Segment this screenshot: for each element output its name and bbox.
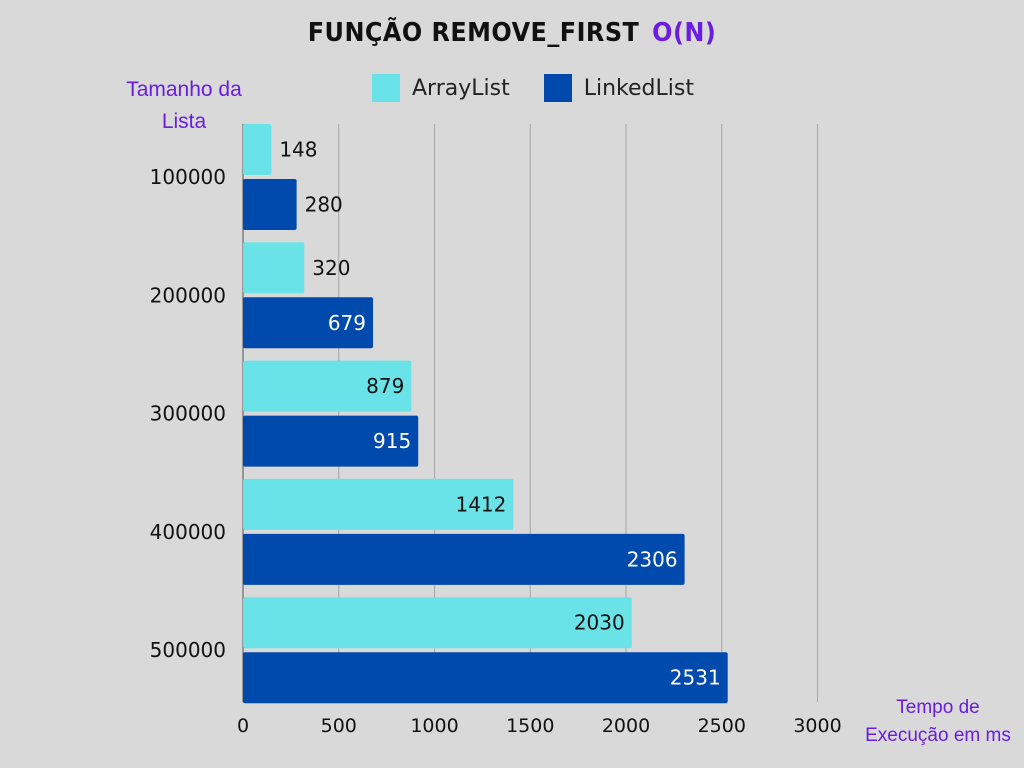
x-axis-title: Tempo de Execução em ms — [865, 697, 1011, 746]
x-tick-label: 2000 — [602, 715, 650, 737]
legend-label-arraylist: ArrayList — [412, 75, 510, 101]
legend-item-arraylist: ArrayList — [372, 74, 510, 102]
chart-title-complexity: O(N) — [652, 18, 717, 48]
bar-value-label: 679 — [328, 311, 366, 335]
bar-value-label: 2306 — [627, 547, 678, 571]
y-tick-label: 200000 — [150, 283, 226, 307]
x-tick-label: 0 — [237, 715, 249, 737]
legend-swatch-arraylist — [372, 74, 400, 102]
bar-arraylist — [243, 124, 272, 175]
chart-title: FUNÇÃO REMOVE_FIRST O(N) — [41, 18, 983, 48]
bar-value-label: 1412 — [455, 492, 506, 516]
x-tick-label: 2500 — [698, 715, 746, 737]
y-tick-label: 300000 — [150, 402, 226, 426]
y-tick-label: 500000 — [150, 638, 226, 662]
bar-arraylist — [243, 478, 514, 530]
legend-label-linkedlist: LinkedList — [583, 75, 694, 101]
x-tick-label: 1000 — [410, 715, 458, 737]
legend-item-linkedlist: LinkedList — [543, 74, 694, 102]
y-tick-label: 400000 — [150, 520, 226, 544]
bar-arraylist — [243, 360, 412, 412]
bar-value-label: 148 — [279, 138, 317, 162]
legend: ArrayList LinkedList — [372, 74, 728, 102]
chart-title-main: FUNÇÃO REMOVE_FIRST — [307, 18, 640, 48]
bar-value-label: 879 — [366, 374, 404, 398]
legend-swatch-linkedlist — [543, 74, 572, 102]
bar-linkedlist — [243, 533, 685, 585]
bar-value-label: 2531 — [670, 666, 721, 690]
x-tick-label: 1500 — [506, 715, 554, 737]
bar-linkedlist — [243, 652, 728, 704]
bar-value-label: 2030 — [574, 611, 625, 635]
bar-linkedlist — [243, 297, 374, 349]
bar-value-label: 280 — [305, 193, 343, 217]
bar-arraylist — [243, 242, 305, 294]
bar-value-label: 320 — [312, 256, 350, 280]
x-tick-label: 3000 — [793, 715, 841, 737]
bar-linkedlist — [243, 415, 419, 467]
bar-linkedlist — [243, 179, 297, 230]
y-tick-label: 100000 — [150, 165, 226, 189]
x-tick-label: 500 — [321, 715, 357, 737]
y-axis-title: Tamanho da Lista — [126, 78, 242, 133]
bar-value-label: 915 — [373, 429, 411, 453]
bar-arraylist — [243, 597, 632, 649]
